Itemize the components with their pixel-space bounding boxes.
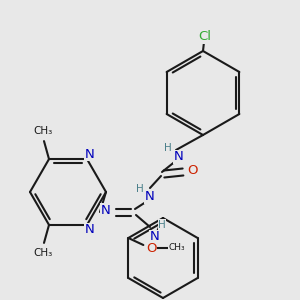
Text: Cl: Cl	[199, 31, 212, 44]
Text: H: H	[158, 220, 166, 230]
Text: N: N	[85, 148, 95, 160]
Text: H: H	[136, 184, 144, 194]
Text: N: N	[85, 224, 95, 236]
Text: O: O	[188, 164, 198, 176]
Text: N: N	[150, 230, 160, 244]
Text: CH₃: CH₃	[33, 248, 52, 258]
Text: H: H	[164, 143, 172, 153]
Text: N: N	[101, 203, 111, 217]
Text: O: O	[146, 242, 157, 254]
Text: N: N	[174, 151, 184, 164]
Text: CH₃: CH₃	[33, 126, 52, 136]
Text: N: N	[145, 190, 155, 203]
Text: CH₃: CH₃	[168, 244, 185, 253]
